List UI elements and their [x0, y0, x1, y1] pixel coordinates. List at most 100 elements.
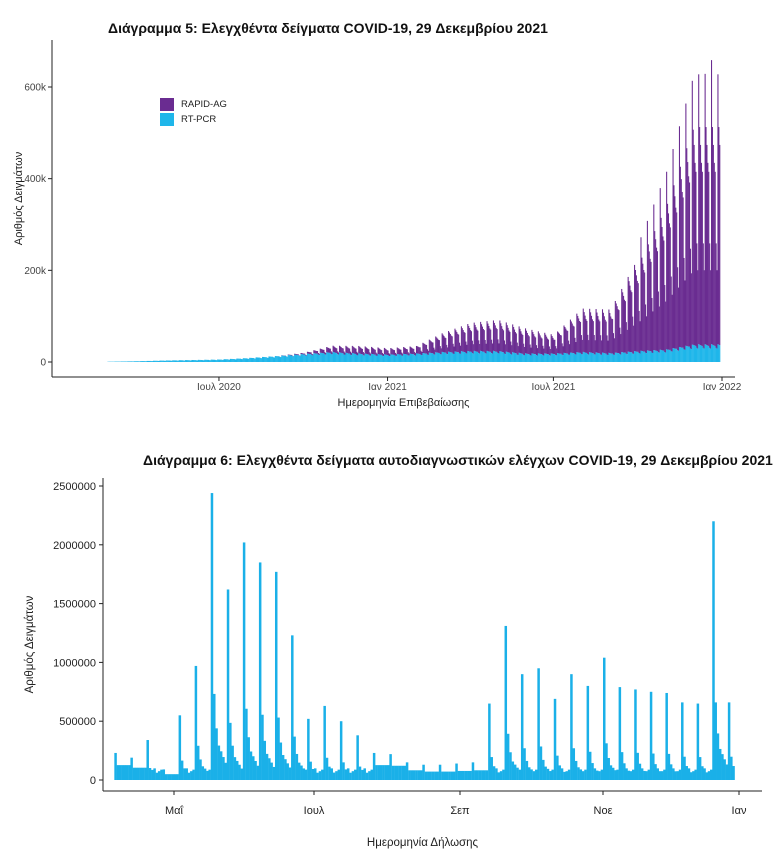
bar-rapid-ag: [303, 353, 305, 355]
bar-rapid-ag: [483, 330, 485, 352]
bar-rt-pcr: [508, 352, 510, 362]
bar-rt-pcr: [123, 361, 125, 362]
bar-rapid-ag: [404, 348, 407, 355]
bar-rapid-ag: [641, 257, 643, 351]
bar-rt-pcr: [141, 361, 143, 362]
bar-rapid-ag: [522, 334, 524, 354]
bar-rt-pcr: [574, 354, 576, 362]
bar-rt-pcr: [226, 359, 228, 362]
bar-rt-pcr: [281, 355, 283, 362]
bar-rt-pcr: [579, 352, 582, 362]
bar-rt-pcr: [664, 351, 666, 362]
bar-rt-pcr: [358, 353, 360, 362]
bar-rt-pcr: [510, 354, 512, 362]
bar-rt-pcr: [665, 352, 667, 362]
bar-rapid-ag: [638, 310, 640, 354]
bar-rapid-ag: [295, 353, 297, 355]
bar-rapid-ag: [288, 354, 290, 356]
bar-rt-pcr: [208, 360, 210, 362]
bar-self-test: [134, 767, 138, 780]
bar-rapid-ag: [376, 353, 378, 356]
bar-self-test: [649, 691, 653, 780]
bar-rt-pcr: [423, 353, 425, 362]
bar-self-test: [274, 571, 278, 780]
bar-rapid-ag: [372, 348, 374, 355]
bar-rt-pcr: [404, 354, 407, 362]
bar-rapid-ag: [524, 328, 527, 354]
bar-rt-pcr: [453, 354, 455, 362]
bar-rapid-ag: [678, 126, 681, 347]
bar-rapid-ag: [485, 343, 487, 354]
bar-rt-pcr: [626, 354, 628, 362]
bar-self-test: [148, 768, 152, 780]
bar-rt-pcr: [189, 360, 191, 362]
bar-self-test: [272, 766, 276, 780]
bar-rt-pcr: [202, 360, 204, 362]
bar-self-test: [288, 767, 292, 780]
bar-self-test: [725, 764, 729, 780]
bar-rt-pcr: [653, 350, 655, 362]
bar-rt-pcr: [678, 346, 681, 362]
bar-rapid-ag: [637, 283, 639, 352]
bar-rt-pcr: [399, 354, 401, 362]
bar-rt-pcr: [245, 358, 247, 362]
bar-rapid-ag: [655, 239, 657, 351]
bar-rt-pcr: [360, 354, 363, 362]
bar-rapid-ag: [375, 352, 377, 356]
bar-rt-pcr: [306, 355, 308, 362]
bar-rt-pcr: [634, 351, 637, 362]
bar-rt-pcr: [170, 360, 172, 362]
bar-rt-pcr: [234, 359, 236, 362]
bar-self-test: [116, 765, 120, 780]
bar-self-test: [180, 760, 184, 780]
bar-rt-pcr: [459, 353, 461, 362]
bar-rapid-ag: [554, 339, 556, 355]
bar-self-test: [219, 751, 223, 780]
bar-rapid-ag: [338, 345, 341, 353]
bar-rt-pcr: [573, 353, 575, 362]
bar-rt-pcr: [478, 353, 480, 362]
bar-rapid-ag: [640, 237, 642, 351]
bar-self-test: [588, 751, 592, 780]
bar-rt-pcr: [213, 359, 215, 362]
bar-self-test: [504, 625, 508, 780]
bar-rapid-ag: [399, 349, 401, 355]
bar-rt-pcr: [595, 352, 597, 362]
bar-rt-pcr: [340, 352, 342, 362]
bar-self-test: [490, 757, 493, 780]
bar-rapid-ag: [377, 347, 379, 355]
bar-rt-pcr: [679, 347, 681, 362]
bar-rt-pcr: [502, 352, 504, 362]
bar-rt-pcr: [691, 344, 693, 362]
bar-rt-pcr: [654, 350, 656, 362]
bar-rapid-ag: [508, 330, 510, 353]
bar-rt-pcr: [604, 353, 606, 362]
bar-self-test: [252, 756, 255, 780]
bar-rapid-ag: [433, 347, 435, 355]
bar-rt-pcr: [175, 360, 177, 362]
bar-rapid-ag: [649, 258, 651, 352]
bar-rt-pcr: [513, 352, 515, 362]
bar-rapid-ag: [350, 352, 352, 356]
bar-rapid-ag: [312, 354, 314, 356]
bar-rt-pcr: [329, 352, 331, 362]
bar-rt-pcr: [160, 360, 162, 362]
bar-rt-pcr: [262, 356, 265, 362]
bar-rt-pcr: [346, 352, 348, 362]
bar-rapid-ag: [316, 351, 318, 354]
bar-rt-pcr: [503, 352, 505, 362]
bar-self-test: [698, 757, 702, 780]
bar-rt-pcr: [204, 359, 206, 362]
bar-rt-pcr: [488, 351, 490, 362]
bar-self-test: [318, 771, 322, 780]
bar-rapid-ag: [346, 346, 348, 353]
bar-rapid-ag: [335, 347, 337, 353]
bar-self-test: [335, 771, 338, 780]
bar-rapid-ag: [459, 345, 462, 354]
bar-rt-pcr: [550, 353, 552, 362]
bar-rt-pcr: [370, 355, 372, 362]
bar-rt-pcr: [464, 352, 466, 362]
bar-rt-pcr: [689, 348, 691, 362]
bar-rapid-ag: [707, 162, 709, 346]
bar-self-test: [377, 765, 381, 780]
